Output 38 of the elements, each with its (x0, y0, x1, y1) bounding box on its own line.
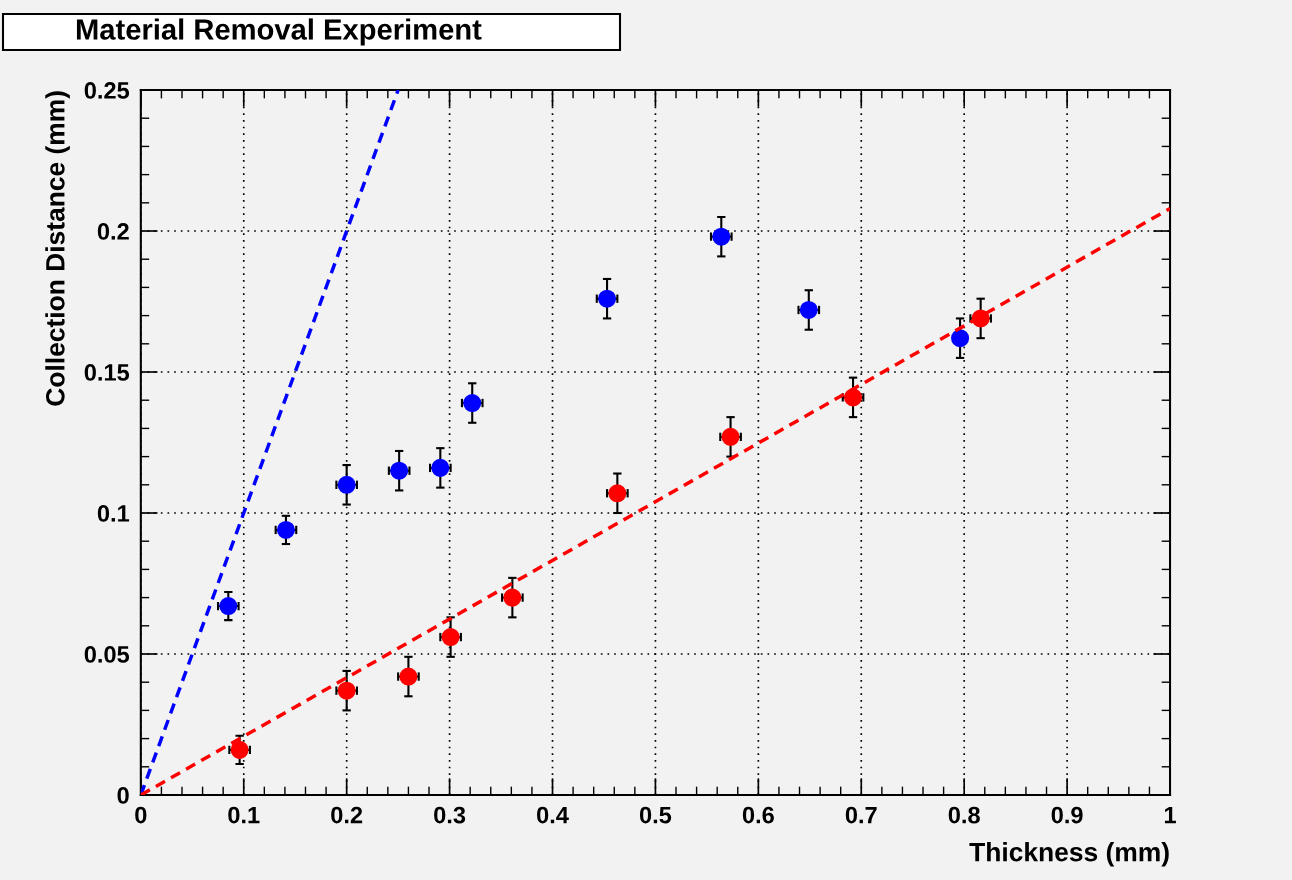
y-tick-label: 0.05 (84, 646, 130, 663)
x-tick-label: 0.4 (537, 806, 569, 824)
point (230, 740, 249, 759)
x-tick-label: 0.1 (228, 806, 260, 824)
x-tick-label: 0 (135, 806, 147, 824)
x-tick-label: 0.5 (639, 806, 672, 824)
y-tick-label: 0.2 (97, 223, 129, 240)
chart-title: Material Removal Experiment (76, 18, 482, 46)
x-axis-title: Thickness (mm) (969, 842, 1169, 867)
x-tick-label: 0.6 (742, 806, 774, 824)
x-tick-label: 0.3 (434, 806, 466, 824)
x-tick-label: 0.7 (845, 806, 877, 824)
point (276, 520, 295, 539)
x-tick-label: 0.2 (331, 806, 363, 824)
y-tick-label: 0.15 (84, 364, 130, 381)
point (431, 458, 450, 477)
x-tick-label: 1 (1164, 806, 1176, 824)
point (463, 394, 482, 413)
point (721, 427, 740, 446)
point (399, 667, 418, 686)
x-tick-label: 0.8 (948, 806, 980, 824)
point (951, 329, 970, 348)
y-tick-label: 0.25 (84, 82, 130, 99)
point (219, 597, 238, 616)
y-tick-label: 0 (117, 787, 129, 804)
point (799, 300, 818, 319)
point (712, 227, 731, 246)
point (503, 588, 522, 607)
point (441, 628, 460, 647)
x-tick-label: 0.9 (1051, 806, 1083, 824)
y-axis-title: Collection Distance (mm) (45, 91, 70, 406)
y-tick-label: 0.1 (97, 505, 130, 522)
point (390, 461, 409, 480)
point (844, 388, 863, 407)
point (337, 475, 356, 494)
point (337, 681, 356, 700)
point (598, 289, 617, 308)
point (608, 484, 627, 503)
